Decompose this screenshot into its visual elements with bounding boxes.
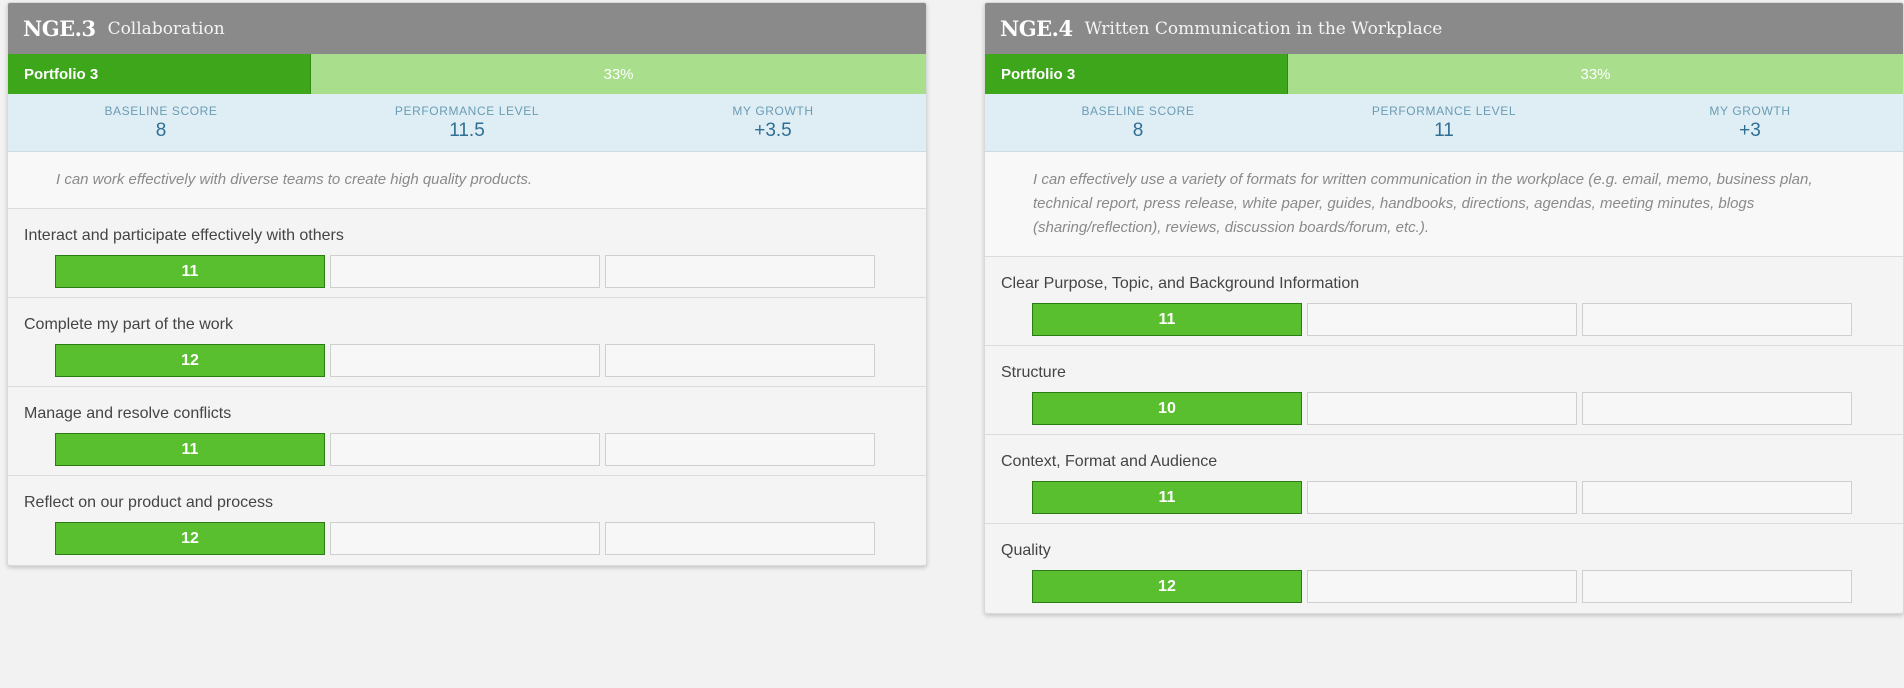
performance-level-label: PERFORMANCE LEVEL <box>1371 103 1517 118</box>
performance-level-value: 11 <box>1434 119 1454 141</box>
performance-level: PERFORMANCE LEVEL 11 <box>1291 94 1597 151</box>
score-box-filled[interactable]: 11 <box>1032 303 1302 336</box>
score-box-empty[interactable] <box>605 522 875 555</box>
skill-row: Quality 12 <box>985 524 1903 613</box>
skill-name: Context, Format and Audience <box>1001 453 1218 470</box>
baseline-score-label: BASELINE SCORE <box>1081 103 1195 118</box>
portfolio-progress-bar: Portfolio 3 33% <box>8 54 926 94</box>
skill-row: Clear Purpose, Topic, and Background Inf… <box>985 257 1903 346</box>
skill-row: Context, Format and Audience 11 <box>985 435 1903 524</box>
skill-row: Structure 10 <box>985 346 1903 435</box>
score-box-empty[interactable] <box>330 344 600 377</box>
competency-card-nge3: NGE.3 Collaboration Portfolio 3 33% BASE… <box>7 2 927 566</box>
baseline-score-value: 8 <box>1132 119 1144 141</box>
score-box-empty[interactable] <box>605 344 875 377</box>
my-growth: MY GROWTH +3 <box>1597 94 1903 151</box>
score-summary: BASELINE SCORE 8 PERFORMANCE LEVEL 11.5 … <box>8 94 926 152</box>
score-box-filled[interactable]: 12 <box>1032 570 1302 603</box>
score-box-empty[interactable] <box>330 255 600 288</box>
performance-level-value: 11.5 <box>449 119 485 141</box>
score-boxes: 12 <box>55 344 926 377</box>
score-box-empty[interactable] <box>1582 481 1852 514</box>
portfolio-label[interactable]: Portfolio 3 <box>985 54 1288 94</box>
score-box-empty[interactable] <box>1307 570 1577 603</box>
score-box-empty[interactable] <box>330 433 600 466</box>
skill-name: Reflect on our product and process <box>24 494 274 511</box>
my-growth-value: +3.5 <box>754 119 792 141</box>
baseline-score-label: BASELINE SCORE <box>104 103 218 118</box>
portfolio-label[interactable]: Portfolio 3 <box>8 54 311 94</box>
competency-card-nge4: NGE.4 Written Communication in the Workp… <box>984 2 1904 614</box>
score-box-empty[interactable] <box>1582 570 1852 603</box>
card-header: NGE.3 Collaboration <box>8 3 926 54</box>
skill-name: Structure <box>1001 364 1066 381</box>
competency-title: Written Communication in the Workplace <box>1084 18 1443 39</box>
score-boxes: 10 <box>1032 392 1903 425</box>
score-boxes: 11 <box>55 255 926 288</box>
skill-row: Complete my part of the work 12 <box>8 298 926 387</box>
score-boxes: 12 <box>1032 570 1903 603</box>
my-growth-label: MY GROWTH <box>1709 103 1791 118</box>
baseline-score-value: 8 <box>155 119 167 141</box>
progress-percent: 33% <box>1580 65 1611 83</box>
score-box-filled[interactable]: 11 <box>55 433 325 466</box>
my-growth-label: MY GROWTH <box>732 103 814 118</box>
performance-level-label: PERFORMANCE LEVEL <box>394 103 540 118</box>
progress-percent: 33% <box>603 65 634 83</box>
competency-code: NGE.3 <box>23 16 96 41</box>
score-box-empty[interactable] <box>1307 392 1577 425</box>
score-boxes: 11 <box>55 433 926 466</box>
skill-row: Interact and participate effectively wit… <box>8 209 926 298</box>
score-boxes: 11 <box>1032 481 1903 514</box>
skill-name: Manage and resolve conflicts <box>24 405 232 422</box>
competency-description: I can effectively use a variety of forma… <box>985 152 1903 257</box>
skill-name: Interact and participate effectively wit… <box>24 227 344 244</box>
my-growth-value: +3 <box>1739 119 1761 141</box>
my-growth: MY GROWTH +3.5 <box>620 94 926 151</box>
card-header: NGE.4 Written Communication in the Workp… <box>985 3 1903 54</box>
score-box-empty[interactable] <box>605 255 875 288</box>
score-box-empty[interactable] <box>1582 392 1852 425</box>
skill-name: Quality <box>1001 542 1051 559</box>
score-box-filled[interactable]: 10 <box>1032 392 1302 425</box>
score-box-empty[interactable] <box>605 433 875 466</box>
score-box-empty[interactable] <box>330 522 600 555</box>
score-summary: BASELINE SCORE 8 PERFORMANCE LEVEL 11 MY… <box>985 94 1903 152</box>
score-box-filled[interactable]: 12 <box>55 344 325 377</box>
baseline-score: BASELINE SCORE 8 <box>985 94 1291 151</box>
baseline-score: BASELINE SCORE 8 <box>8 94 314 151</box>
competency-title: Collaboration <box>107 18 225 39</box>
score-box-empty[interactable] <box>1307 303 1577 336</box>
competency-description: I can work effectively with diverse team… <box>8 152 926 209</box>
score-box-empty[interactable] <box>1582 303 1852 336</box>
skill-name: Complete my part of the work <box>24 316 233 333</box>
score-boxes: 12 <box>55 522 926 555</box>
skill-name: Clear Purpose, Topic, and Background Inf… <box>1001 275 1360 292</box>
score-box-filled[interactable]: 11 <box>55 255 325 288</box>
portfolio-progress-bar: Portfolio 3 33% <box>985 54 1903 94</box>
competency-code: NGE.4 <box>1000 16 1073 41</box>
score-box-filled[interactable]: 12 <box>55 522 325 555</box>
performance-level: PERFORMANCE LEVEL 11.5 <box>314 94 620 151</box>
skill-row: Reflect on our product and process 12 <box>8 476 926 565</box>
score-box-filled[interactable]: 11 <box>1032 481 1302 514</box>
score-box-empty[interactable] <box>1307 481 1577 514</box>
skill-row: Manage and resolve conflicts 11 <box>8 387 926 476</box>
score-boxes: 11 <box>1032 303 1903 336</box>
